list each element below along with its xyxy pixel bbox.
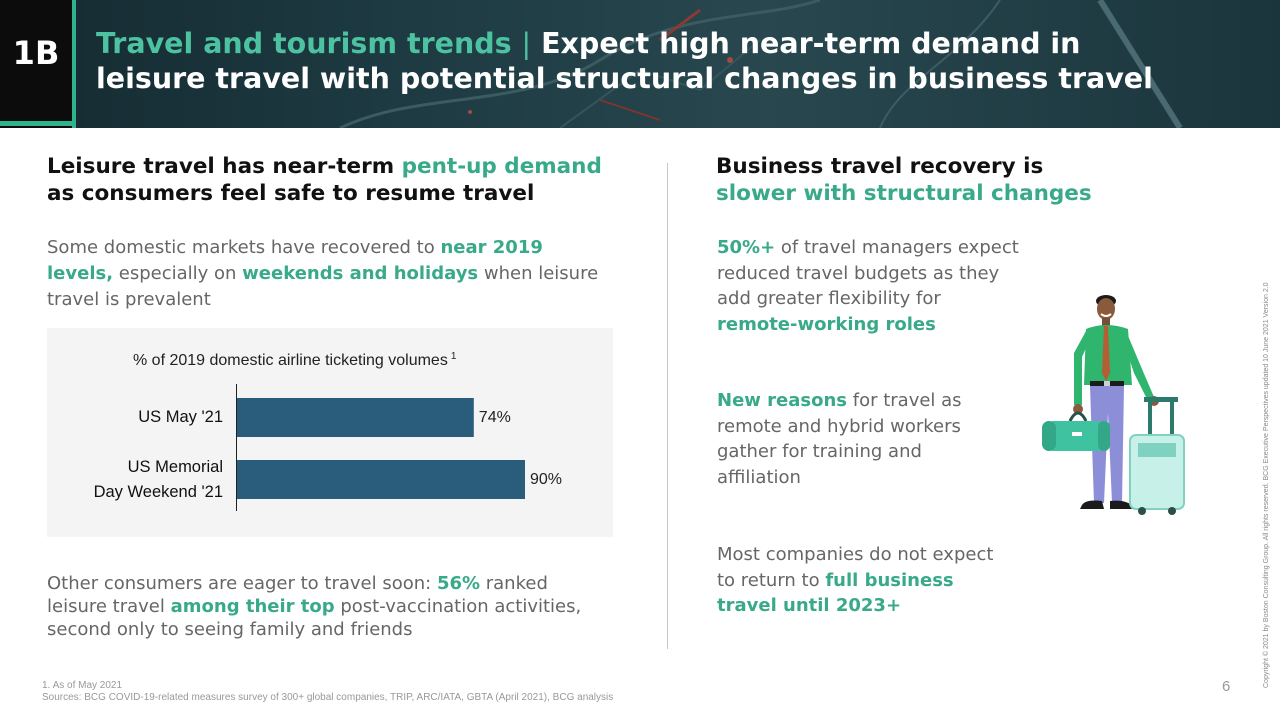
category-line: Day Weekend '21 <box>93 483 223 501</box>
copyright-note: Copyright © 2021 by Boston Consulting Gr… <box>1263 282 1270 688</box>
chart-category-label-1: US Memorial Day Weekend '21 <box>94 455 223 505</box>
text: Some domestic markets have recovered to <box>47 237 441 258</box>
chart-category-label-0: US May '21 <box>138 405 223 430</box>
bar-chart <box>236 384 525 511</box>
highlight: 56% <box>436 573 481 594</box>
text: second only to seeing family and friends <box>47 619 413 640</box>
text: post-vaccination activities, <box>334 596 582 617</box>
right-heading-accent: slower with structural changes <box>716 181 1092 206</box>
badge-divider <box>72 0 76 128</box>
chart-title: % of 2019 domestic airline ticketing vol… <box>133 351 457 370</box>
title-line-2: leisure travel with potential structural… <box>96 62 1153 95</box>
text: when leisure <box>478 263 599 284</box>
left-heading-line2: as consumers feel safe to resume travel <box>47 181 535 206</box>
section-badge: 1B <box>0 0 72 128</box>
highlight: 50%+ <box>717 237 776 258</box>
chart-value-label-1: 90% <box>530 471 563 488</box>
text: especially on <box>113 263 243 284</box>
right-block-3: Most companies do not expect to return t… <box>717 542 1037 619</box>
right-block-1: 50%+ of travel managers expect reduced t… <box>717 235 1037 337</box>
duffel-bag-icon <box>1042 411 1110 451</box>
sources-note: Sources: BCG COVID-19-related measures s… <box>42 692 614 703</box>
page-title: Travel and tourism trends | Expect high … <box>96 26 1196 96</box>
text: affiliation <box>717 466 801 488</box>
text: Other consumers are eager to travel soon… <box>47 573 437 594</box>
badge-underline <box>0 121 72 126</box>
highlight: remote-working roles <box>717 313 936 335</box>
text: of travel managers expect <box>775 237 1019 258</box>
text: to return to <box>717 569 826 591</box>
map-background-image <box>339 0 1183 128</box>
chart-bar-0 <box>237 398 474 437</box>
left-heading-text: Leisure travel has near-term <box>47 154 402 179</box>
page-number: 6 <box>1222 678 1231 695</box>
right-heading: Business travel recovery is slower with … <box>716 153 1136 207</box>
section-badge-label: 1B <box>12 34 60 72</box>
right-block-2: New reasons for travel as remote and hyb… <box>717 388 1037 490</box>
text: Most companies do not expect <box>717 544 994 565</box>
text: travel is prevalent <box>47 289 211 310</box>
highlight: New reasons <box>717 390 848 411</box>
text: for travel as <box>847 390 962 411</box>
traveler-illustration <box>1042 295 1185 515</box>
left-paragraph-2: Other consumers are eager to travel soon… <box>47 572 647 641</box>
left-heading-accent: pent-up demand <box>401 154 602 179</box>
category-line: US May '21 <box>138 408 223 426</box>
text: leisure travel <box>47 596 171 617</box>
highlight: levels, <box>47 263 114 284</box>
text: add greater flexibility for <box>717 288 941 309</box>
text: reduced travel budgets as they <box>717 262 1000 284</box>
category-line: US Memorial <box>127 458 223 476</box>
highlight: weekends and holidays <box>242 263 479 284</box>
chart-value-label-0: 74% <box>478 409 511 426</box>
highlight: near 2019 <box>440 237 543 258</box>
title-topic: Travel and tourism trends <box>96 27 512 60</box>
chart-title-footnote: 1 <box>450 351 457 362</box>
title-separator: | <box>521 27 532 60</box>
left-heading: Leisure travel has near-term pent-up dem… <box>47 153 647 207</box>
text: ranked <box>480 573 548 594</box>
chart-title-text: % of 2019 domestic airline ticketing vol… <box>133 352 448 369</box>
highlight: travel until 2023+ <box>717 595 902 616</box>
suitcase-icon <box>1129 397 1185 515</box>
text: gather for training and <box>717 441 922 462</box>
title-line-1: Expect high near-term demand in <box>531 27 1081 60</box>
slide-header: 1B Travel and tourism trends | Expect hi… <box>0 0 1280 128</box>
text: remote and hybrid workers <box>717 415 961 437</box>
highlight: full business <box>825 569 954 591</box>
left-paragraph-1: Some domestic markets have recovered to … <box>47 235 627 313</box>
highlight: among their top <box>170 596 335 617</box>
right-heading-line1: Business travel recovery is <box>716 154 1044 179</box>
footnote: 1. As of May 2021 <box>42 680 123 691</box>
chart-bar-1 <box>237 460 525 499</box>
column-divider <box>667 163 668 649</box>
